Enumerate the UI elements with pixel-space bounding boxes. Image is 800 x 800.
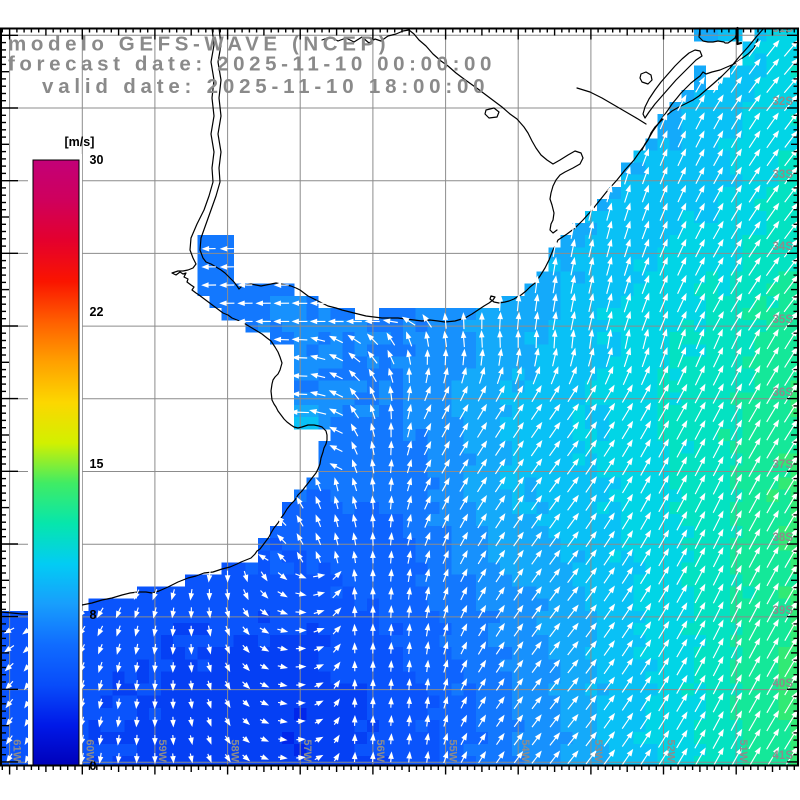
svg-text:22: 22 — [90, 305, 104, 319]
svg-text:37S: 37S — [773, 459, 794, 471]
svg-text:60W: 60W — [83, 739, 95, 762]
svg-text:41S: 41S — [773, 750, 794, 762]
svg-text:53W: 53W — [592, 739, 604, 762]
svg-text:57W: 57W — [301, 739, 313, 762]
svg-text:54W: 54W — [519, 739, 531, 762]
svg-text:51W: 51W — [737, 739, 749, 762]
svg-text:forecast date: 2025-11-10 00:0: forecast date: 2025-11-10 00:00:00 — [8, 53, 496, 76]
svg-text:34S: 34S — [773, 241, 794, 253]
svg-text:15: 15 — [90, 457, 104, 471]
svg-text:33S: 33S — [773, 169, 794, 181]
svg-text:39S: 39S — [773, 605, 794, 617]
svg-text:56W: 56W — [374, 739, 386, 762]
svg-text:[m/s]: [m/s] — [65, 135, 95, 149]
svg-text:35S: 35S — [773, 314, 794, 326]
svg-text:32S: 32S — [773, 96, 794, 108]
svg-text:59W: 59W — [156, 739, 168, 762]
svg-text:valid date: 2025-11-10 18:00:0: valid date: 2025-11-10 18:00:00 — [42, 75, 489, 98]
svg-text:38S: 38S — [773, 532, 794, 544]
svg-text:31S: 31S — [773, 23, 794, 35]
svg-text:58W: 58W — [229, 739, 241, 762]
svg-text:55W: 55W — [447, 739, 459, 762]
svg-text:61W: 61W — [11, 739, 23, 762]
svg-text:36S: 36S — [773, 387, 794, 399]
svg-text:52W: 52W — [665, 739, 677, 762]
svg-text:modelo GEFS-WAVE (NCEP): modelo GEFS-WAVE (NCEP) — [8, 33, 390, 56]
svg-text:8: 8 — [90, 608, 97, 622]
svg-text:30: 30 — [90, 153, 104, 167]
svg-text:40S: 40S — [773, 678, 794, 690]
